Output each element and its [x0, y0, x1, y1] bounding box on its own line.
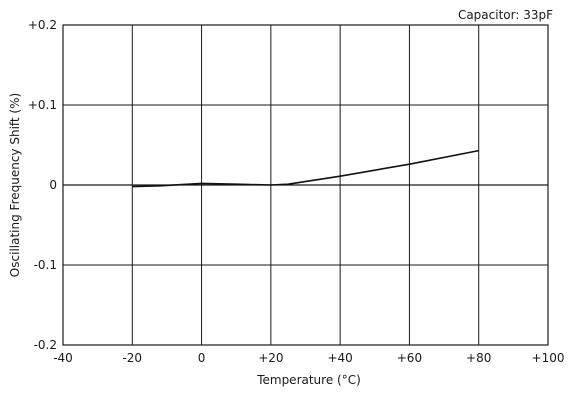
x-tick-label: +60 [397, 351, 422, 365]
y-axis-label: Oscillating Frequency Shift (%) [8, 93, 22, 277]
y-tick-label: 0 [49, 178, 57, 192]
x-tick-label: +100 [532, 351, 565, 365]
plot-frame [62, 24, 549, 346]
y-tick-labels: -0.2 -0.1 0 +0.1 +0.2 [28, 18, 57, 352]
x-tick-label: +40 [327, 351, 352, 365]
series-line [132, 149, 479, 188]
y-tick-label: -0.1 [34, 258, 57, 272]
y-tick-label: +0.1 [28, 98, 57, 112]
y-tick-label: -0.2 [34, 338, 57, 352]
x-tick-label: +20 [258, 351, 283, 365]
x-axis-label: Temperature (°C) [256, 373, 361, 387]
grid [62, 24, 549, 346]
y-tick-label: +0.2 [28, 18, 57, 32]
plot-border [62, 24, 549, 346]
x-tick-label: 0 [198, 351, 206, 365]
annotation-capacitor: Capacitor: 33pF [458, 8, 553, 22]
series-layer [132, 149, 479, 188]
x-tick-labels: -40 -20 0 +20 +40 +60 +80 +100 [53, 351, 564, 365]
x-tick-label: +80 [466, 351, 491, 365]
x-tick-label: -20 [122, 351, 142, 365]
x-tick-label: -40 [53, 351, 73, 365]
